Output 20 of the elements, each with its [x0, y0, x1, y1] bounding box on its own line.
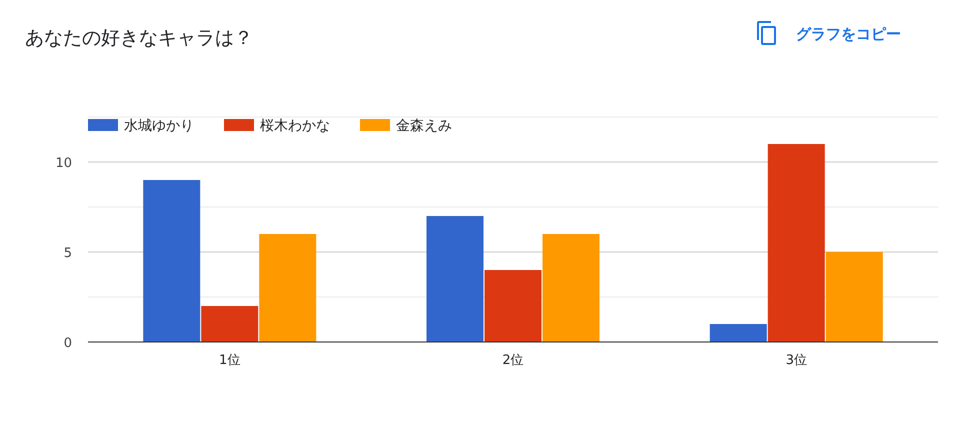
bar: [768, 144, 825, 342]
bar: [484, 270, 542, 342]
bar: [143, 180, 200, 342]
y-tick-label: 5: [64, 246, 72, 261]
bar: [710, 324, 767, 342]
bar: [201, 306, 258, 342]
legend-label: 金森えみ: [396, 118, 452, 134]
bar: [826, 252, 883, 342]
text: グラフをコピー: [796, 25, 901, 43]
x-tick-label: 2位: [502, 353, 524, 368]
y-tick-label: 0: [64, 336, 72, 351]
chart-title: あなたの好きなキャラは？: [25, 27, 253, 49]
x-tick-label: 3位: [786, 353, 807, 368]
legend-label: 桜木わかな: [260, 118, 330, 134]
bar: [426, 216, 484, 342]
bar: [259, 234, 316, 342]
legend-label: 水城ゆかり: [124, 118, 194, 134]
x-tick-label: 1位: [219, 353, 240, 368]
y-tick-label: 10: [55, 156, 72, 171]
bar: [542, 234, 600, 342]
